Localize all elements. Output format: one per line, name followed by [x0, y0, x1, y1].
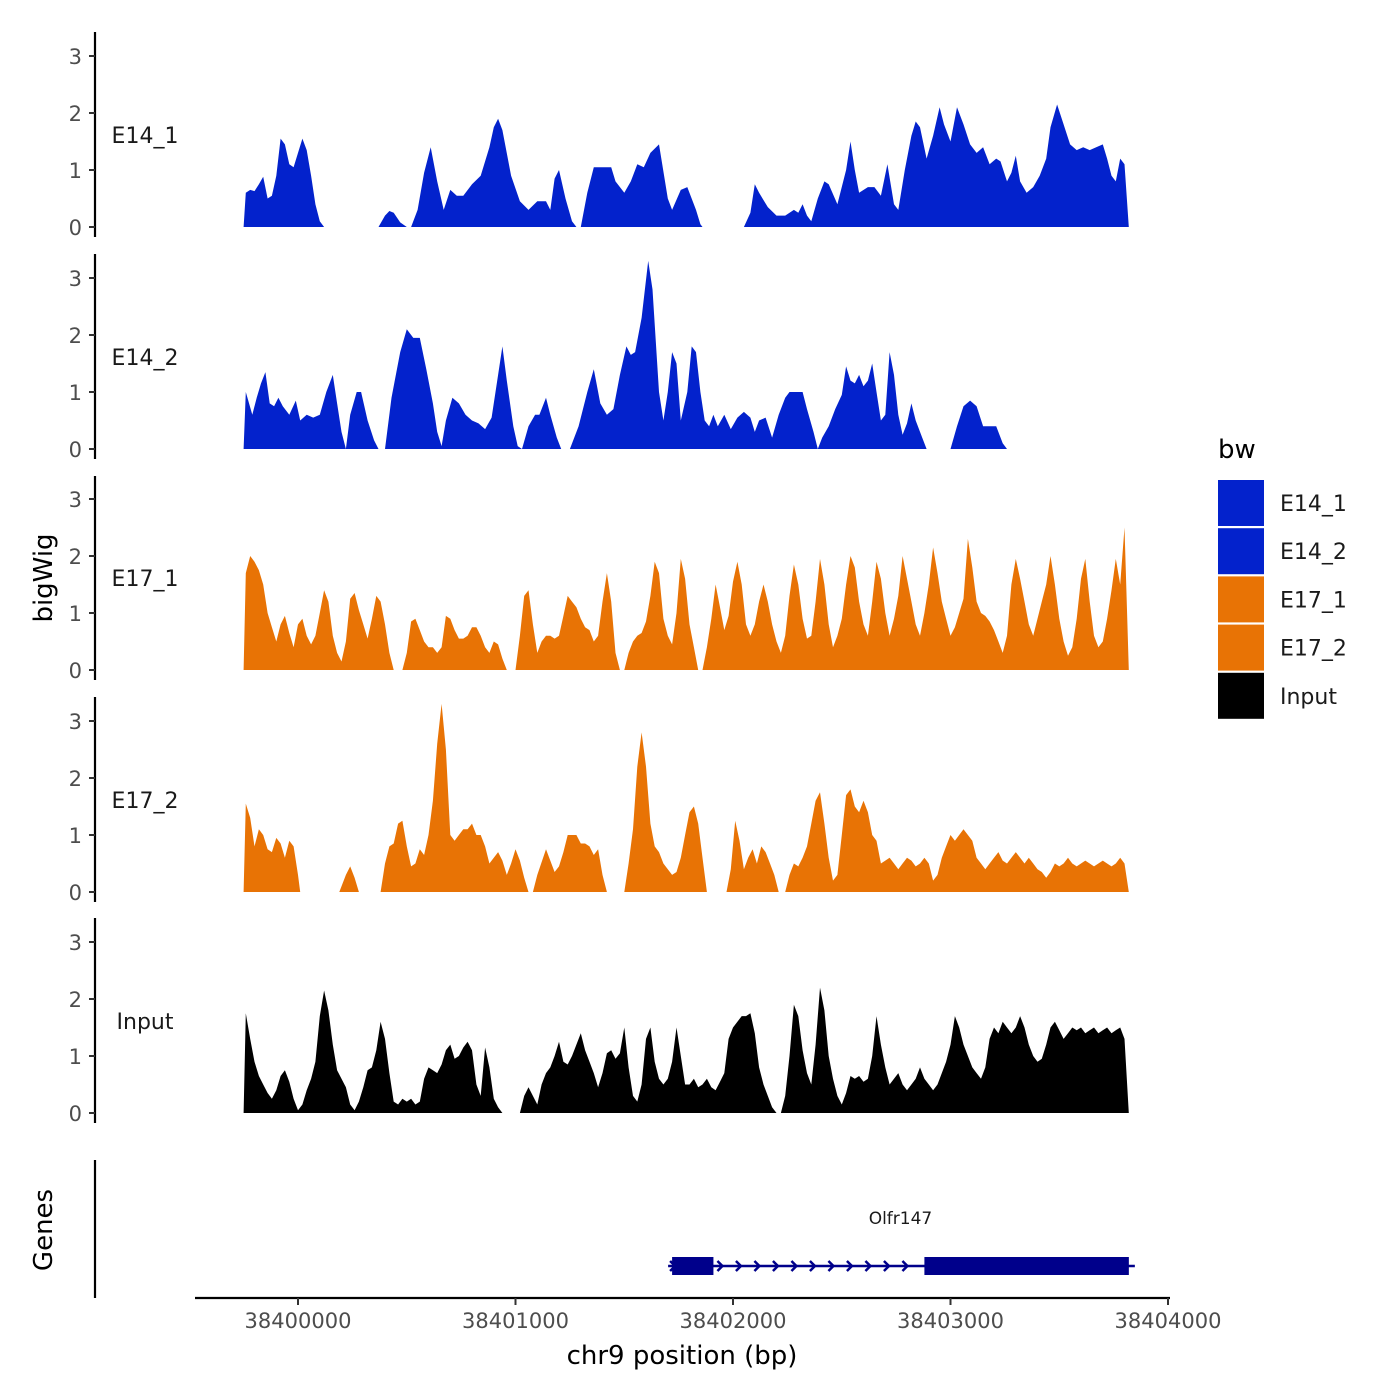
coverage-area-e14-1 — [243, 104, 1129, 227]
coverage-area-e17-2 — [243, 703, 1129, 892]
strand-arrow — [735, 1260, 743, 1272]
coverage-area-input — [243, 987, 1129, 1113]
y-tick-label: 2 — [69, 767, 82, 791]
x-tick-label: 38400000 — [245, 1309, 352, 1333]
legend-label: E17_2 — [1280, 637, 1347, 662]
y-tick-label: 3 — [69, 45, 82, 69]
legend-entry-input: Input — [1218, 672, 1337, 719]
y-tick-label: 1 — [69, 602, 82, 626]
y-tick-label: 3 — [69, 931, 82, 955]
y-tick-label: 0 — [69, 438, 82, 462]
y-tick-label: 3 — [69, 710, 82, 734]
bigwig-tracks: 0 1 2 3 E14_1 0 1 2 3 E14_2 0 1 2 3 E17_1 0 1 2 3 E17_2 0 1 2 3… — [69, 32, 1129, 1126]
legend-entry-e14-1: E14_1 — [1218, 480, 1347, 526]
legend-swatch — [1218, 480, 1264, 526]
legend-title: bw — [1218, 435, 1256, 465]
coverage-area-e14-2 — [243, 260, 1008, 449]
y-tick-label: 2 — [69, 102, 82, 126]
legend-label: Input — [1280, 685, 1337, 710]
track-e14-2: 0 1 2 3 E14_2 — [69, 254, 1008, 462]
strand-arrow — [716, 1260, 725, 1272]
track-e14-1: 0 1 2 3 E14_1 — [69, 32, 1129, 240]
y-tick-label: 2 — [69, 988, 82, 1012]
gene-name-label: Olfr147 — [869, 1209, 933, 1229]
track-label: E17_1 — [112, 567, 179, 592]
strand-arrow — [827, 1260, 836, 1272]
genes-track: Olfr147 — [93, 1160, 1135, 1298]
legend-entry-e17-2: E17_2 — [1218, 624, 1347, 671]
y-tick-label: 2 — [69, 545, 82, 569]
legend-label: E14_2 — [1280, 540, 1347, 565]
track-label: E17_2 — [112, 789, 179, 814]
strand-arrow — [809, 1260, 817, 1272]
gene-olfr147: Olfr147 — [668, 1209, 1135, 1275]
strand-arrow — [864, 1260, 873, 1272]
y-tick-label: 1 — [69, 381, 82, 405]
x-axis-label: chr9 position (bp) — [567, 1341, 798, 1371]
strand-arrow — [883, 1260, 891, 1272]
x-tick-label: 38402000 — [680, 1309, 787, 1333]
x-tick-label: 38401000 — [462, 1309, 569, 1333]
legend: bw E14_1 E14_2 E17_1 E17_2 Input — [1218, 435, 1347, 719]
y-tick-label: 0 — [69, 881, 82, 905]
genes-axis-label: Genes — [29, 1189, 59, 1271]
gene-exon — [672, 1257, 714, 1275]
track-label: Input — [117, 1010, 174, 1035]
x-axis: 38400000 38401000 38402000 38403000 38404000 — [195, 1296, 1222, 1333]
strand-arrow — [753, 1260, 762, 1272]
track-e17-2: 0 1 2 3 E17_2 — [69, 697, 1129, 905]
track-e17-1: 0 1 2 3 E17_1 — [69, 476, 1129, 683]
y-tick-label: 3 — [69, 267, 82, 291]
track-label: E14_1 — [112, 124, 179, 149]
track-label: E14_2 — [112, 346, 179, 371]
x-tick-label: 38404000 — [1115, 1309, 1222, 1333]
y-tick-label: 1 — [69, 824, 82, 848]
legend-swatch — [1218, 576, 1264, 623]
strand-arrow — [790, 1260, 799, 1272]
y-tick-label: 3 — [69, 488, 82, 512]
legend-swatch — [1218, 624, 1264, 671]
x-tick-label: 38403000 — [897, 1309, 1004, 1333]
legend-swatch — [1218, 528, 1264, 575]
legend-label: E14_1 — [1280, 492, 1347, 517]
legend-label: E17_1 — [1280, 588, 1347, 613]
strand-arrow — [772, 1260, 780, 1272]
y-tick-label: 1 — [69, 1045, 82, 1069]
y-tick-label: 0 — [69, 659, 82, 683]
legend-entry-e17-1: E17_1 — [1218, 576, 1347, 623]
strand-arrow — [901, 1260, 910, 1272]
track-input: 0 1 2 3 Input — [69, 918, 1129, 1126]
coverage-area-e17-1 — [243, 527, 1129, 670]
strand-arrow — [846, 1260, 854, 1272]
y-tick-label: 2 — [69, 324, 82, 348]
legend-entry-e14-2: E14_2 — [1218, 528, 1347, 575]
y-axis-label: bigWig — [29, 533, 59, 622]
gene-exon — [924, 1257, 1129, 1275]
legend-swatch — [1218, 672, 1264, 719]
y-tick-label: 0 — [69, 216, 82, 240]
y-tick-label: 0 — [69, 1102, 82, 1126]
y-tick-label: 1 — [69, 159, 82, 183]
